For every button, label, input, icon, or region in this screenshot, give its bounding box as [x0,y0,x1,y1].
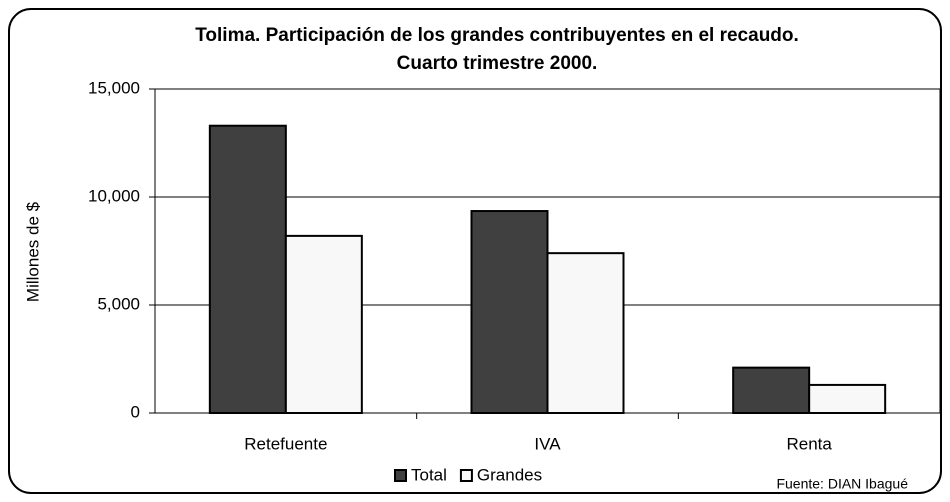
y-axis-title: Millones de $ [23,201,42,302]
y-tick-label: 15,000 [88,78,140,97]
source-note: Fuente: DIAN Ibagué [776,476,908,492]
y-tick-label: 0 [131,402,140,421]
bar [546,252,625,414]
bar [470,210,549,414]
x-tick-label: Renta [786,434,832,453]
y-tick-label: 5,000 [97,294,140,313]
y-tick-label: 10,000 [88,186,140,205]
legend-swatch [394,469,407,482]
legend-label: Total [411,465,447,484]
bar [732,366,811,415]
x-tick-label: Retefuente [244,434,327,453]
bar [808,383,887,415]
chart-subtitle: Cuarto trimestre 2000. [397,53,598,74]
bar [208,124,287,414]
chart-title: Tolima. Participación de los grandes con… [195,25,799,46]
legend-label: Grandes [477,465,542,484]
x-tick-label: IVA [534,434,561,453]
legend-swatch [459,469,473,482]
bar [284,234,363,414]
